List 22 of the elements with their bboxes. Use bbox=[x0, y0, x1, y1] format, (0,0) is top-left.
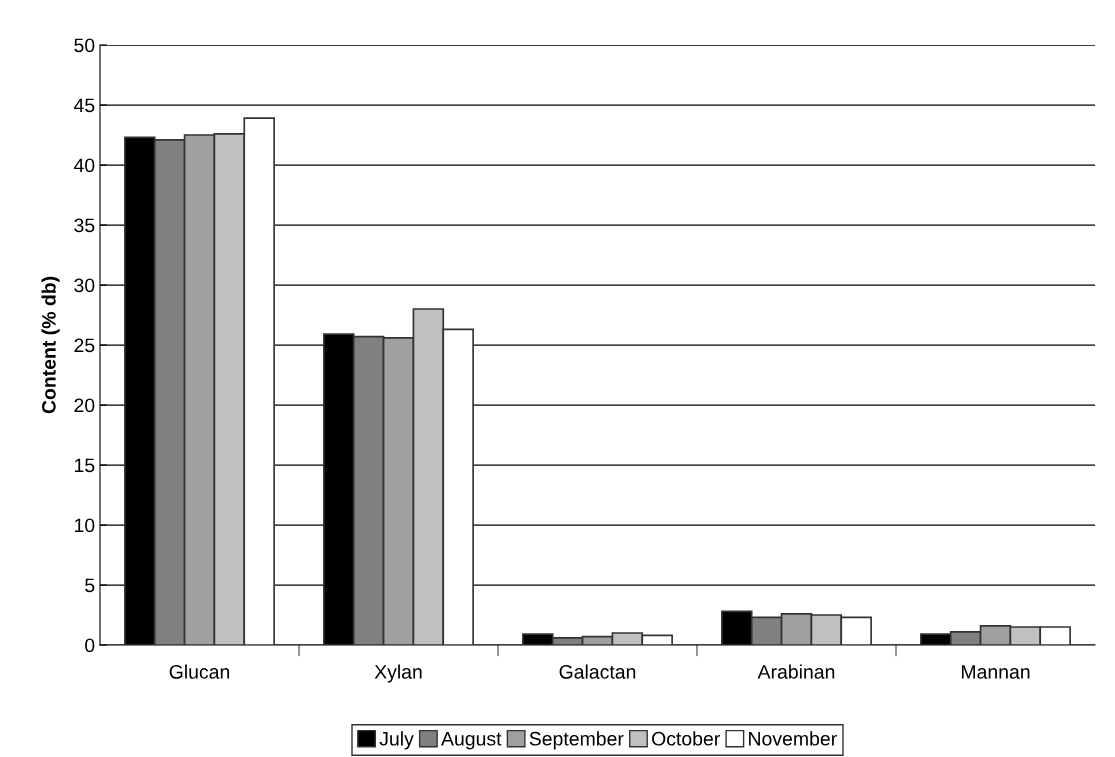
y-axis-title: Content (% db) bbox=[41, 276, 60, 414]
legend-label: July bbox=[379, 731, 414, 750]
legend-label: August bbox=[441, 732, 502, 750]
y-tick-label: 30 bbox=[74, 278, 95, 293]
y-tick-label: 20 bbox=[74, 398, 95, 413]
y-tick-label: 50 bbox=[74, 38, 95, 53]
x-tick-label: Glucan bbox=[169, 664, 230, 679]
y-tick-label: 40 bbox=[73, 158, 95, 173]
y-tick-label: 5 bbox=[85, 578, 95, 593]
x-tick-label: Arabinan bbox=[757, 664, 835, 679]
y-tick-label: 25 bbox=[74, 338, 95, 353]
x-tick-label: Galactan bbox=[559, 664, 636, 679]
y-tick-label: 0 bbox=[85, 638, 95, 653]
y-tick-label: 45 bbox=[73, 98, 95, 113]
y-tick-label: 10 bbox=[75, 518, 95, 533]
x-tick-label: Mannan bbox=[961, 665, 1030, 679]
y-tick-label: 35 bbox=[74, 218, 95, 233]
x-tick-label: Xylan bbox=[374, 664, 422, 683]
legend-label: September bbox=[529, 731, 624, 750]
y-tick-label: 15 bbox=[75, 458, 95, 473]
legend-label: November bbox=[749, 731, 837, 746]
legend-label: October bbox=[652, 731, 720, 746]
